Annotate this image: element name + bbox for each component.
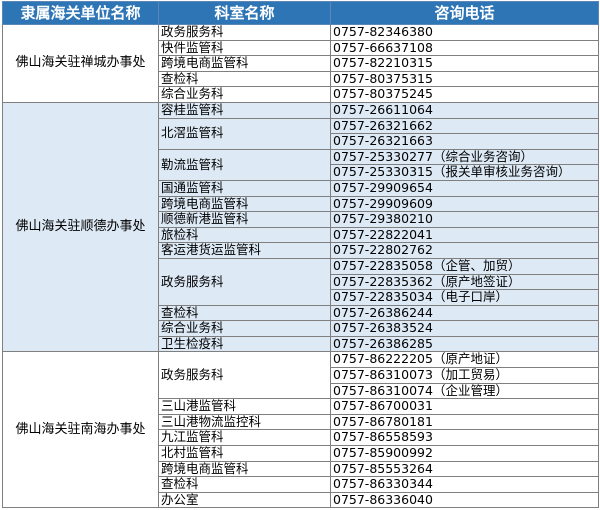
phone-cell: 0757-22835034（电子口岸） [330,289,599,306]
section-name-cell: 北村监管科 [158,445,331,462]
section-name-cell: 政务服务科 [158,351,331,400]
table-row: 客运港货运监管科 0757-22802762 [3,242,599,259]
table-row: 佛山海关驻南海办事处 政务服务科 0757-86222205（原产地证） [2,351,599,509]
section-name-cell: 跨境电商监管科 [158,55,331,72]
table-row: 卫生检疫科 0757-26386285 [3,335,599,353]
phone-cell: 0757-85553264 [330,460,599,478]
phone-cell: 0757-82346380 [330,24,599,41]
table-body: 佛山海关驻禅城办事处 政务服务科 0757-82346380 快件监管科 0757-66… [2,24,599,509]
phone-cell: 0757-26611064 [330,101,599,119]
phone-cell: 0757-22835362（原产地签证） [330,273,599,291]
header-section: 科室名称 [158,1,331,25]
section-name-cell: 国通监管科 [158,179,331,197]
phone-cell: 0757-26383524 [330,320,599,337]
phone-cell: 0757-22802762 [330,242,599,259]
table-row: 政务服务科 0757-22835058（企管、加贸） [3,257,599,306]
section-name-cell: 北滘监管科 [158,117,331,150]
section-name-cell: 查检科 [158,70,331,88]
table-row: 跨境电商监管科 0757-29909609 [3,195,599,213]
phone-cell: 0757-26321662 [330,117,599,135]
table-row: 查检科 0757-80375315 [3,70,599,88]
phone-cell: 0757-86336040 [330,491,599,509]
section-name-cell: 跨境电商监管科 [158,195,331,213]
phone-cell: 0757-22835058（企管、加贸） [330,257,599,275]
table-row: 0757-22835362（原产地签证） [3,273,599,291]
section-name-cell: 容桂监管科 [158,101,331,119]
unit-name-cell: 佛山海关驻南海办事处 [2,351,159,509]
phone-cell: 0757-29380210 [330,211,599,228]
phone-cell: 0757-86780181 [330,413,599,431]
section-name-cell: 九江监管科 [158,429,331,447]
section-name-cell: 办公室 [158,491,331,509]
section-name-cell: 综合业务科 [158,86,331,103]
section-name-cell: 政务服务科 [158,257,331,306]
unit-name-cell: 佛山海关驻禅城办事处 [2,24,159,103]
section-name-cell: 快件监管科 [158,39,331,57]
phone-cell: 0757-86330344 [330,476,599,493]
phone-cell: 0757-86310074（企业管理） [330,382,599,400]
table-row: 国通监管科 0757-29909654 [3,179,599,197]
table-row: 佛山海关驻禅城办事处 政务服务科 0757-82346380 [2,24,599,103]
table-row: 0757-26321663 [3,133,599,150]
section-name-cell: 政务服务科 [158,24,331,41]
header-unit: 隶属海关单位名称 [2,1,159,25]
section-name-cell: 三山港物流监控科 [158,413,331,431]
section-name-cell: 跨境电商监管科 [158,460,331,478]
phone-cell: 0757-25330277（综合业务咨询） [330,148,599,166]
table-row: 北滘监管科 0757-26321662 [3,117,599,150]
phone-cell: 0757-22822041 [330,226,599,244]
header-phone: 咨询电话 [330,1,599,25]
header-row: 隶属海关单位名称 科室名称 咨询电话 [2,1,599,25]
phone-cell: 0757-66637108 [330,39,599,57]
phone-cell: 0757-82210315 [330,55,599,72]
table-row: 0757-86310073（加工贸易） [3,367,599,384]
table-row: 旅检科 0757-22822041 [3,226,599,244]
phone-cell: 0757-26386244 [330,304,599,322]
phone-cell: 0757-86558593 [330,429,599,447]
phone-cell: 0757-86310073（加工贸易） [330,367,599,384]
phone-cell: 0757-86222205（原产地证） [330,351,599,369]
section-name-cell: 综合业务科 [158,320,331,337]
table-row: 勒流监管科 0757-25330277（综合业务咨询） [3,148,599,181]
phone-cell: 0757-85900992 [330,445,599,462]
table-row: 综合业务科 0757-26383524 [3,320,599,337]
phone-cell: 0757-80375315 [330,70,599,88]
table-row: 查检科 0757-26386244 [3,304,599,322]
unit-name-cell: 佛山海关驻顺德办事处 [2,101,159,353]
section-name-cell: 三山港监管科 [158,398,331,415]
section-name-cell: 查检科 [158,476,331,493]
table-row: 北村监管科 0757-85900992 [3,445,599,462]
phone-cell: 0757-29909609 [330,195,599,213]
phone-cell: 0757-80375245 [330,86,599,103]
phone-cell: 0757-86700031 [330,398,599,415]
section-name-cell: 查检科 [158,304,331,322]
section-name-cell: 卫生检疫科 [158,335,331,353]
section-name-cell: 客运港货运监管科 [158,242,331,259]
phone-cell: 0757-29909654 [330,179,599,197]
table-row: 跨境电商监管科 0757-85553264 [3,460,599,478]
phone-cell: 0757-26321663 [330,133,599,150]
section-name-cell: 勒流监管科 [158,148,331,181]
table-row: 查检科 0757-86330344 [3,476,599,493]
table-row: 顺德新港监管科 0757-29380210 [3,211,599,228]
table-row: 佛山海关驻顺德办事处 容桂监管科 0757-26611064 [2,101,599,353]
table-row: 办公室 0757-86336040 [3,491,599,509]
phone-cell: 0757-26386285 [330,335,599,353]
table-row: 三山港监管科 0757-86700031 [3,398,599,415]
phone-cell: 0757-25330315（报关单审核业务咨询） [330,164,599,181]
section-name-cell: 旅检科 [158,226,331,244]
section-name-cell: 顺德新港监管科 [158,211,331,228]
